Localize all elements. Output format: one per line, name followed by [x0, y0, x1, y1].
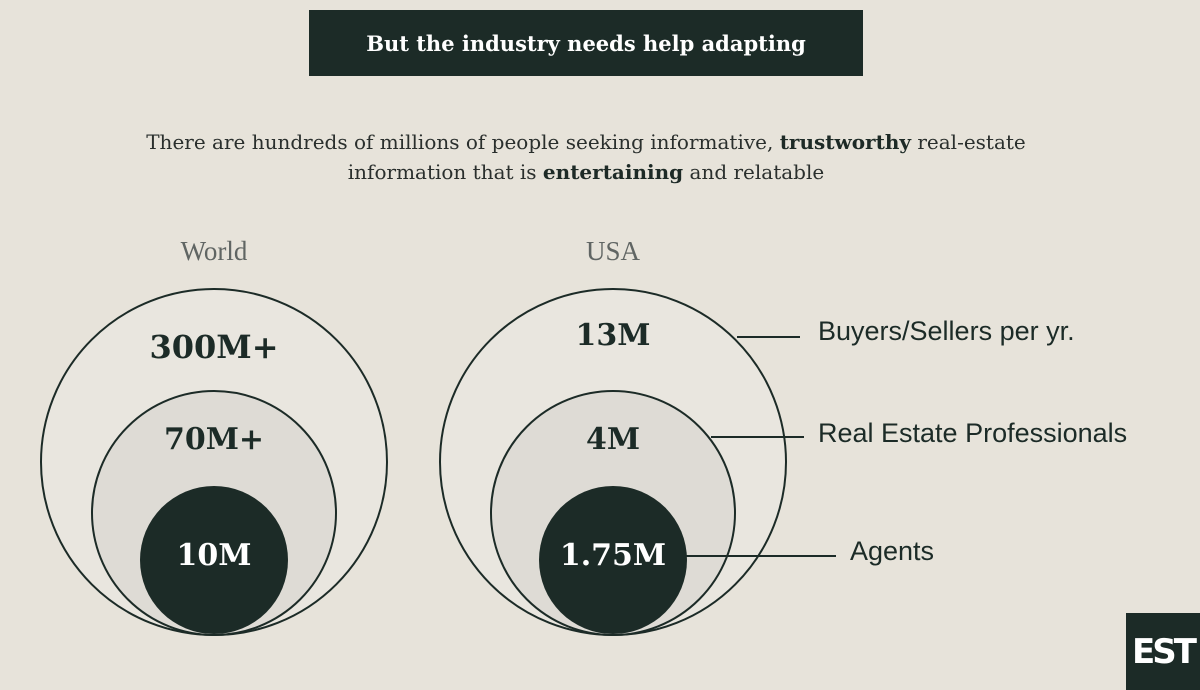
- usa-inner-value: 1.75M: [560, 538, 666, 573]
- leader-lines: [685, 336, 836, 557]
- legend-labels: Buyers/Sellers per yr. Real Estate Profe…: [818, 316, 1127, 566]
- usa-middle-value: 4M: [586, 422, 640, 457]
- world-middle-value: 70M+: [164, 422, 264, 457]
- subtitle-line-1: There are hundreds of millions of people…: [100, 127, 1072, 157]
- usa-outer-value: 13M: [576, 318, 651, 353]
- subtitle-text: real-estate: [911, 130, 1026, 154]
- brand-logo-text: EST: [1132, 631, 1197, 672]
- usa-inner-circle: [539, 486, 687, 634]
- world-circles: 300M+ 70M+ 10M: [40, 288, 388, 636]
- world-inner-circle: [140, 486, 288, 634]
- header-title-bar: But the industry needs help adapting: [309, 10, 863, 76]
- world-outer-value: 300M+: [149, 328, 278, 366]
- brand-logo: EST: [1126, 613, 1200, 690]
- subtitle-text: and relatable: [683, 160, 825, 184]
- subtitle-text: There are hundreds of millions of people…: [146, 130, 780, 154]
- usa-label: USA: [585, 236, 640, 266]
- world-label: World: [180, 236, 248, 266]
- legend-middle-label: Real Estate Professionals: [818, 418, 1127, 448]
- legend-inner-label: Agents: [850, 536, 934, 566]
- subtitle-text: information that is: [347, 160, 543, 184]
- subtitle-emphasis-entertaining: entertaining: [542, 160, 684, 184]
- legend-outer-label: Buyers/Sellers per yr.: [818, 316, 1075, 346]
- usa-circles: 13M 4M 1.75M: [439, 288, 787, 636]
- world-inner-value: 10M: [177, 538, 252, 573]
- subtitle-emphasis-trustworthy: trustworthy: [779, 130, 911, 154]
- subtitle-line-2: information that is entertaining and rel…: [100, 157, 1072, 187]
- header-title: But the industry needs help adapting: [366, 30, 806, 56]
- subtitle: There are hundreds of millions of people…: [100, 127, 1072, 187]
